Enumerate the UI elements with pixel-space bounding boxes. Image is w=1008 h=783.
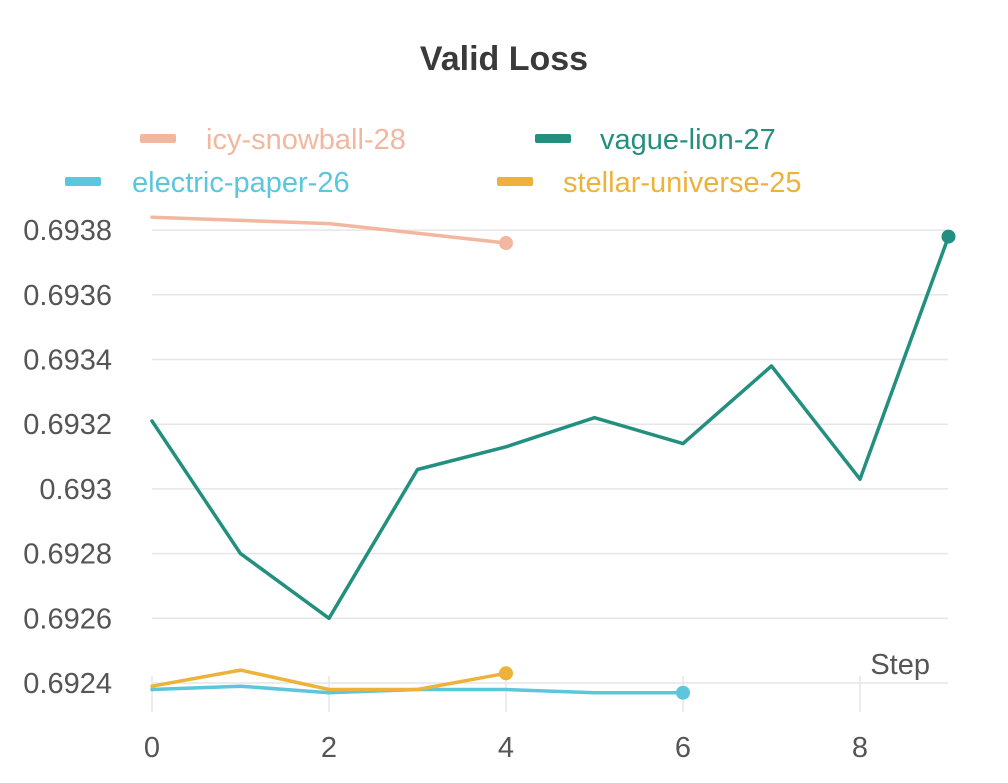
legend-swatch <box>140 134 176 143</box>
grid <box>151 229 948 712</box>
x-axis-label: Step <box>870 649 930 681</box>
series-end-marker <box>499 666 513 681</box>
x-tick-label: 6 <box>675 732 691 764</box>
y-tick-label: 0.6934 <box>23 345 112 377</box>
x-tick-label: 0 <box>144 732 160 764</box>
legend-swatch <box>497 177 533 186</box>
legend-item: stellar-universe-25 <box>497 167 802 199</box>
legend-label: electric-paper-26 <box>132 167 350 199</box>
legend-label: vague-lion-27 <box>600 124 776 156</box>
legend-item: vague-lion-27 <box>535 124 776 156</box>
legend-item: icy-snowball-28 <box>140 124 406 156</box>
series-line <box>150 215 508 245</box>
y-tick-label: 0.6926 <box>23 603 112 635</box>
x-tick-label: 4 <box>498 732 514 764</box>
legend-swatch <box>535 134 571 143</box>
y-tick-label: 0.6932 <box>23 409 112 441</box>
x-tick-label: 8 <box>852 732 868 764</box>
legend-label: icy-snowball-28 <box>206 124 406 156</box>
series-end-marker <box>941 229 956 244</box>
y-axis: 0.6924 0.6926 0.6928 0.693 0.6932 0.6934 0.693… <box>23 215 112 700</box>
y-tick-label: 0.693 <box>39 474 112 506</box>
y-tick-label: 0.6924 <box>23 668 112 700</box>
series-icy-snowball-28 <box>150 215 513 251</box>
legend-swatch <box>65 177 101 186</box>
series-line <box>150 668 508 692</box>
y-tick-label: 0.6936 <box>23 280 112 312</box>
y-tick-label: 0.6938 <box>23 215 112 247</box>
series-stellar-universe-25 <box>150 666 513 692</box>
legend-label: stellar-universe-25 <box>563 167 802 199</box>
y-tick-label: 0.6928 <box>23 539 112 571</box>
series-group <box>150 215 956 700</box>
legend: icy-snowball-28 vague-lion-27 electric-pap… <box>65 124 802 199</box>
series-vague-lion-27 <box>150 229 956 621</box>
x-tick-label: 2 <box>321 732 337 764</box>
series-end-marker <box>676 685 690 700</box>
series-end-marker <box>499 236 513 251</box>
x-axis: 0 2 4 6 8 <box>144 732 868 764</box>
chart-title: Valid Loss <box>420 40 588 78</box>
series-line <box>150 234 951 621</box>
legend-item: electric-paper-26 <box>65 167 350 199</box>
